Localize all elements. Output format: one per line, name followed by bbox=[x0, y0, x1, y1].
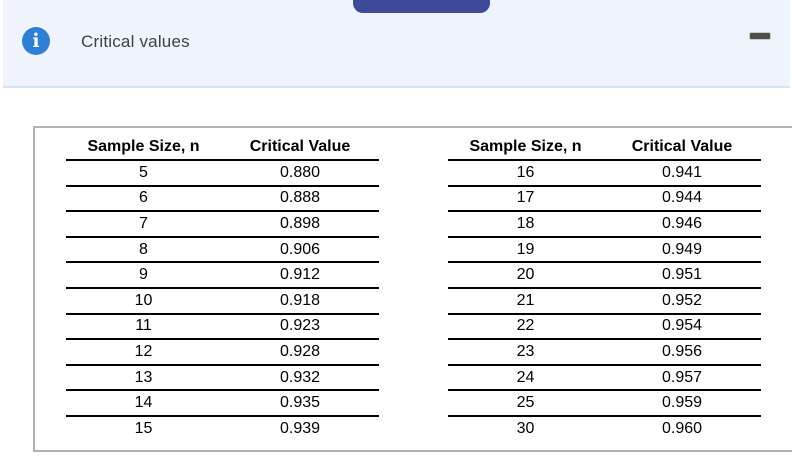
critical-value-cell: 0.932 bbox=[221, 364, 379, 392]
table-row: 10 0.918 bbox=[66, 287, 379, 315]
sample-size-cell: 6 bbox=[66, 185, 221, 213]
sample-size-cell: 30 bbox=[516, 419, 535, 437]
sample-size-cell: 22 bbox=[448, 313, 603, 341]
table-row: 25 0.959 bbox=[448, 390, 761, 417]
sample-size-cell: 25 bbox=[448, 390, 603, 417]
sample-size-cell: 7 bbox=[66, 211, 221, 238]
table-row: 13 0.932 bbox=[66, 364, 379, 392]
info-icon: i bbox=[22, 27, 50, 55]
sample-size-cell: 17 bbox=[448, 185, 603, 213]
table-row: 20 0.951 bbox=[448, 262, 761, 289]
sample-size-cell: 24 bbox=[448, 364, 603, 392]
table-row: 8 0.906 bbox=[66, 236, 379, 264]
table-row: 5 0.880 bbox=[66, 160, 379, 187]
table-row: 30 0.960 bbox=[448, 416, 761, 441]
table-row: 7 0.898 bbox=[66, 211, 379, 238]
critical-value-cell: 0.898 bbox=[221, 211, 379, 238]
table-row: 17 0.944 bbox=[448, 185, 761, 213]
critical-value-cell: 0.912 bbox=[221, 262, 379, 289]
critical-value-cell: 0.952 bbox=[603, 287, 761, 315]
critical-value-cell: 0.946 bbox=[603, 211, 761, 238]
critical-value-cell: 0.956 bbox=[603, 339, 761, 366]
table-row: 22 0.954 bbox=[448, 313, 761, 341]
table-row: 24 0.957 bbox=[448, 364, 761, 392]
critical-value-cell: 0.949 bbox=[603, 236, 761, 264]
critical-value-cell: 0.935 bbox=[221, 390, 379, 417]
critical-values-panel: Sample Size, n Critical Value 5 0.880 6 0.… bbox=[33, 126, 792, 452]
sample-size-cell: 21 bbox=[448, 287, 603, 315]
sample-size-cell: 19 bbox=[448, 236, 603, 264]
critical-value-cell: 0.888 bbox=[221, 185, 379, 213]
column-header-critical-value: Critical Value bbox=[221, 135, 379, 161]
sample-size-cell: 5 bbox=[66, 160, 221, 187]
column-header-sample-size: Sample Size, n bbox=[66, 135, 221, 161]
critical-values-table-right: Sample Size, n Critical Value 16 0.941 17… bbox=[448, 135, 761, 441]
critical-value-cell: 0.906 bbox=[221, 236, 379, 264]
sample-size-cell: 8 bbox=[66, 236, 221, 264]
critical-value-cell: 0.954 bbox=[603, 313, 761, 341]
critical-values-table-left: Sample Size, n Critical Value 5 0.880 6 0.… bbox=[66, 135, 379, 441]
drag-handle-tab[interactable] bbox=[353, 0, 490, 13]
table-row: 15 0.939 bbox=[66, 416, 379, 441]
table-row: 21 0.952 bbox=[448, 287, 761, 315]
table-row: 12 0.928 bbox=[66, 339, 379, 366]
critical-value-cell: 0.944 bbox=[603, 185, 761, 213]
table-row: 16 0.941 bbox=[448, 160, 761, 187]
sample-size-cell: 18 bbox=[448, 211, 603, 238]
critical-value-cell: 0.941 bbox=[603, 160, 761, 187]
critical-value-cell: 0.918 bbox=[221, 287, 379, 315]
critical-value-cell: 0.960 bbox=[661, 419, 703, 437]
sample-size-cell: 12 bbox=[66, 339, 221, 366]
table-row: 23 0.956 bbox=[448, 339, 761, 366]
critical-value-cell: 0.880 bbox=[221, 160, 379, 187]
critical-value-cell: 0.957 bbox=[603, 364, 761, 392]
table-row: 6 0.888 bbox=[66, 185, 379, 213]
sample-size-cell: 15 bbox=[134, 419, 153, 437]
minimize-button[interactable] bbox=[749, 32, 771, 40]
sample-size-cell: 13 bbox=[66, 364, 221, 392]
sample-size-cell: 9 bbox=[66, 262, 221, 289]
critical-value-cell: 0.928 bbox=[221, 339, 379, 366]
column-header-sample-size: Sample Size, n bbox=[448, 135, 603, 161]
sample-size-cell: 20 bbox=[448, 262, 603, 289]
table-row: 9 0.912 bbox=[66, 262, 379, 289]
panel-title: Critical values bbox=[81, 32, 190, 51]
sample-size-cell: 11 bbox=[66, 313, 221, 341]
table-row: 11 0.923 bbox=[66, 313, 379, 341]
column-header-critical-value: Critical Value bbox=[603, 135, 761, 161]
table-header-row: Sample Size, n Critical Value bbox=[66, 135, 379, 161]
sample-size-cell: 23 bbox=[448, 339, 603, 366]
sample-size-cell: 16 bbox=[448, 160, 603, 187]
table-row: 19 0.949 bbox=[448, 236, 761, 264]
sample-size-cell: 14 bbox=[66, 390, 221, 417]
table-header-row: Sample Size, n Critical Value bbox=[448, 135, 761, 161]
table-row: 18 0.946 bbox=[448, 211, 761, 238]
critical-value-cell: 0.939 bbox=[279, 419, 321, 437]
critical-value-cell: 0.923 bbox=[221, 313, 379, 341]
info-banner: i Critical values bbox=[3, 0, 790, 88]
critical-value-cell: 0.959 bbox=[603, 390, 761, 417]
table-row: 14 0.935 bbox=[66, 390, 379, 417]
critical-value-cell: 0.951 bbox=[603, 262, 761, 289]
sample-size-cell: 10 bbox=[66, 287, 221, 315]
